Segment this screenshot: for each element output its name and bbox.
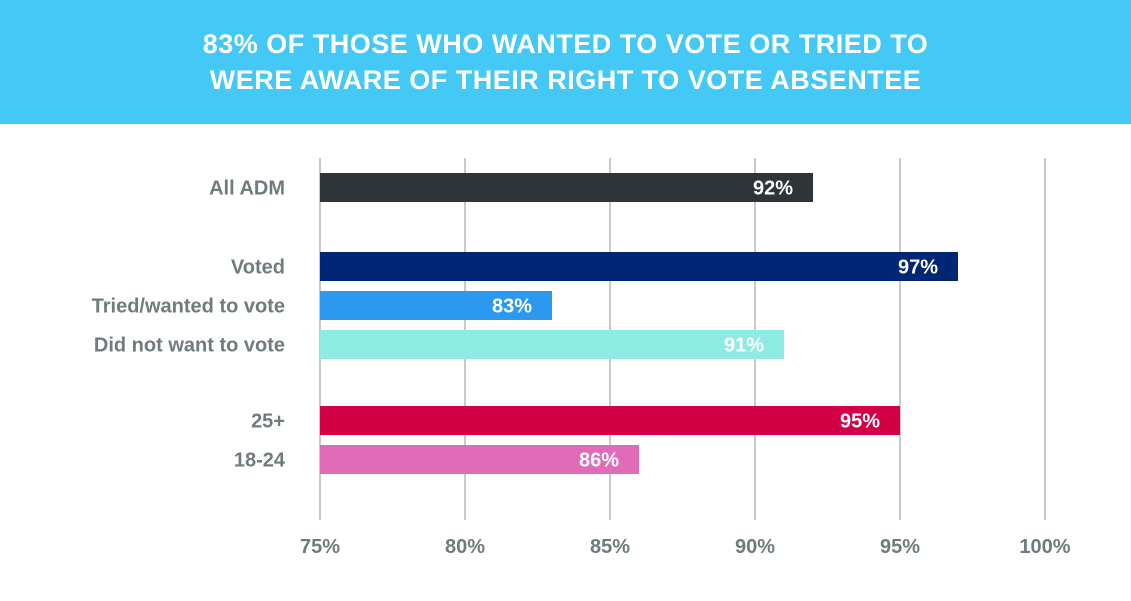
value-label-all-adm: 92% <box>753 178 793 200</box>
chart-title-line-2: WERE AWARE OF THEIR RIGHT TO VOTE ABSENT… <box>209 65 922 95</box>
bar-tried-wanted-to-vote <box>320 291 552 320</box>
value-label-tried-wanted-to-vote: 83% <box>492 296 532 318</box>
chart-title-line-1: 83% OF THOSE WHO WANTED TO VOTE OR TRIED… <box>202 29 929 59</box>
x-tick-label-80: 80% <box>445 536 485 558</box>
x-tick-label-75: 75% <box>300 536 340 558</box>
x-tick-label-95: 95% <box>880 536 920 558</box>
category-label-all-adm: All ADM <box>209 178 285 200</box>
bar-voted <box>320 252 958 281</box>
value-label-18-24: 86% <box>579 450 619 472</box>
x-tick-label-100: 100% <box>1019 536 1070 558</box>
category-label-tried-wanted-to-vote: Tried/wanted to vote <box>92 296 285 318</box>
category-label-voted: Voted <box>231 257 285 279</box>
bar-25 <box>320 406 900 435</box>
bar-18-24 <box>320 445 639 474</box>
x-tick-label-90: 90% <box>735 536 775 558</box>
category-label-did-not-want-to-vote: Did not want to vote <box>94 335 285 357</box>
bar-chart: 92% All ADM 97% Voted 83% Tried/wanted to vot… <box>92 158 1071 558</box>
category-label-25: 25+ <box>251 411 285 433</box>
value-label-25: 95% <box>840 411 880 433</box>
x-tick-label-85: 85% <box>590 536 630 558</box>
value-label-voted: 97% <box>898 257 938 279</box>
bar-did-not-want-to-vote <box>320 330 784 359</box>
bar-all-adm <box>320 173 813 202</box>
value-label-did-not-want-to-vote: 91% <box>724 335 764 357</box>
category-label-18-24: 18-24 <box>234 450 286 472</box>
title-banner: 83% OF THOSE WHO WANTED TO VOTE OR TRIED… <box>0 0 1131 124</box>
